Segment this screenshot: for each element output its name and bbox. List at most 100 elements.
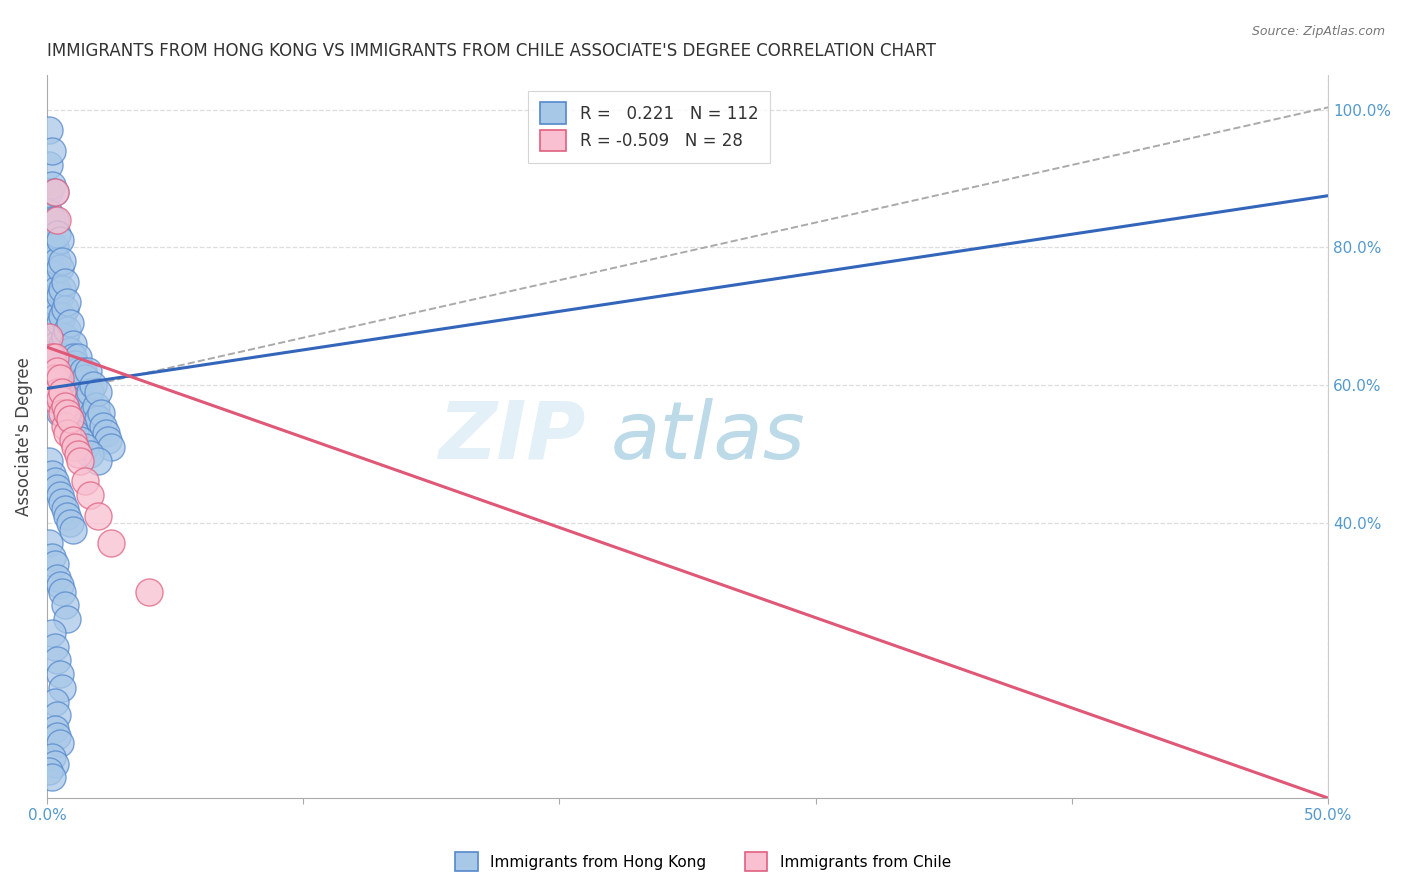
Point bbox=[46, 254, 69, 268]
Point bbox=[44, 723, 66, 737]
Point bbox=[87, 508, 110, 523]
Point bbox=[77, 364, 100, 378]
Point bbox=[38, 206, 60, 220]
Point bbox=[46, 364, 69, 378]
Point bbox=[46, 481, 69, 495]
Legend: R =   0.221   N = 112, R = -0.509   N = 28: R = 0.221 N = 112, R = -0.509 N = 28 bbox=[529, 91, 770, 162]
Point bbox=[48, 371, 70, 385]
Point bbox=[46, 729, 69, 743]
Point bbox=[51, 495, 73, 509]
Point bbox=[63, 384, 86, 399]
Point bbox=[87, 384, 110, 399]
Point bbox=[44, 695, 66, 709]
Point bbox=[79, 447, 101, 461]
Point bbox=[56, 295, 79, 310]
Point bbox=[41, 371, 63, 385]
Point bbox=[46, 336, 69, 351]
Point bbox=[53, 599, 76, 613]
Point bbox=[46, 282, 69, 296]
Point bbox=[53, 357, 76, 371]
Point bbox=[51, 405, 73, 419]
Point bbox=[44, 371, 66, 385]
Point bbox=[44, 392, 66, 406]
Text: IMMIGRANTS FROM HONG KONG VS IMMIGRANTS FROM CHILE ASSOCIATE'S DEGREE CORRELATIO: IMMIGRANTS FROM HONG KONG VS IMMIGRANTS … bbox=[46, 42, 936, 60]
Point bbox=[41, 467, 63, 482]
Point bbox=[97, 433, 120, 447]
Point bbox=[62, 392, 84, 406]
Point bbox=[41, 550, 63, 565]
Point bbox=[48, 488, 70, 502]
Point bbox=[46, 384, 69, 399]
Point bbox=[53, 302, 76, 317]
Y-axis label: Associate's Degree: Associate's Degree bbox=[15, 357, 32, 516]
Point bbox=[46, 571, 69, 585]
Point bbox=[62, 351, 84, 365]
Point bbox=[48, 343, 70, 358]
Point bbox=[44, 323, 66, 337]
Point bbox=[94, 426, 117, 441]
Point bbox=[66, 447, 89, 461]
Point bbox=[51, 336, 73, 351]
Point bbox=[82, 405, 104, 419]
Point bbox=[44, 212, 66, 227]
Point bbox=[59, 412, 82, 426]
Point bbox=[62, 523, 84, 537]
Point bbox=[56, 426, 79, 441]
Point bbox=[56, 508, 79, 523]
Text: ZIP: ZIP bbox=[437, 398, 585, 475]
Point bbox=[51, 254, 73, 268]
Point bbox=[46, 309, 69, 323]
Point bbox=[44, 640, 66, 654]
Point bbox=[63, 357, 86, 371]
Point bbox=[48, 577, 70, 591]
Point bbox=[41, 749, 63, 764]
Point bbox=[38, 123, 60, 137]
Point bbox=[66, 364, 89, 378]
Point bbox=[44, 384, 66, 399]
Point bbox=[44, 268, 66, 282]
Point bbox=[41, 771, 63, 785]
Point bbox=[56, 378, 79, 392]
Point bbox=[62, 433, 84, 447]
Point bbox=[75, 371, 97, 385]
Point bbox=[56, 405, 79, 419]
Point bbox=[62, 364, 84, 378]
Point bbox=[63, 440, 86, 454]
Point bbox=[59, 516, 82, 530]
Point bbox=[59, 371, 82, 385]
Point bbox=[44, 351, 66, 365]
Point bbox=[90, 405, 112, 419]
Point bbox=[56, 323, 79, 337]
Point bbox=[41, 625, 63, 640]
Point bbox=[69, 433, 91, 447]
Point bbox=[59, 343, 82, 358]
Point bbox=[69, 378, 91, 392]
Point bbox=[53, 419, 76, 434]
Point bbox=[56, 351, 79, 365]
Point bbox=[138, 584, 160, 599]
Point bbox=[41, 295, 63, 310]
Point bbox=[100, 536, 122, 550]
Point bbox=[38, 158, 60, 172]
Point bbox=[53, 502, 76, 516]
Point bbox=[63, 426, 86, 441]
Point bbox=[75, 440, 97, 454]
Point bbox=[48, 736, 70, 750]
Point bbox=[72, 392, 94, 406]
Point bbox=[51, 681, 73, 695]
Point bbox=[51, 282, 73, 296]
Point bbox=[62, 336, 84, 351]
Point bbox=[79, 384, 101, 399]
Point bbox=[59, 412, 82, 426]
Point bbox=[66, 351, 89, 365]
Point bbox=[41, 268, 63, 282]
Point bbox=[91, 419, 114, 434]
Point bbox=[72, 364, 94, 378]
Point bbox=[100, 440, 122, 454]
Point bbox=[44, 351, 66, 365]
Point bbox=[53, 399, 76, 413]
Point bbox=[46, 227, 69, 241]
Point bbox=[48, 392, 70, 406]
Point bbox=[48, 405, 70, 419]
Point bbox=[59, 316, 82, 330]
